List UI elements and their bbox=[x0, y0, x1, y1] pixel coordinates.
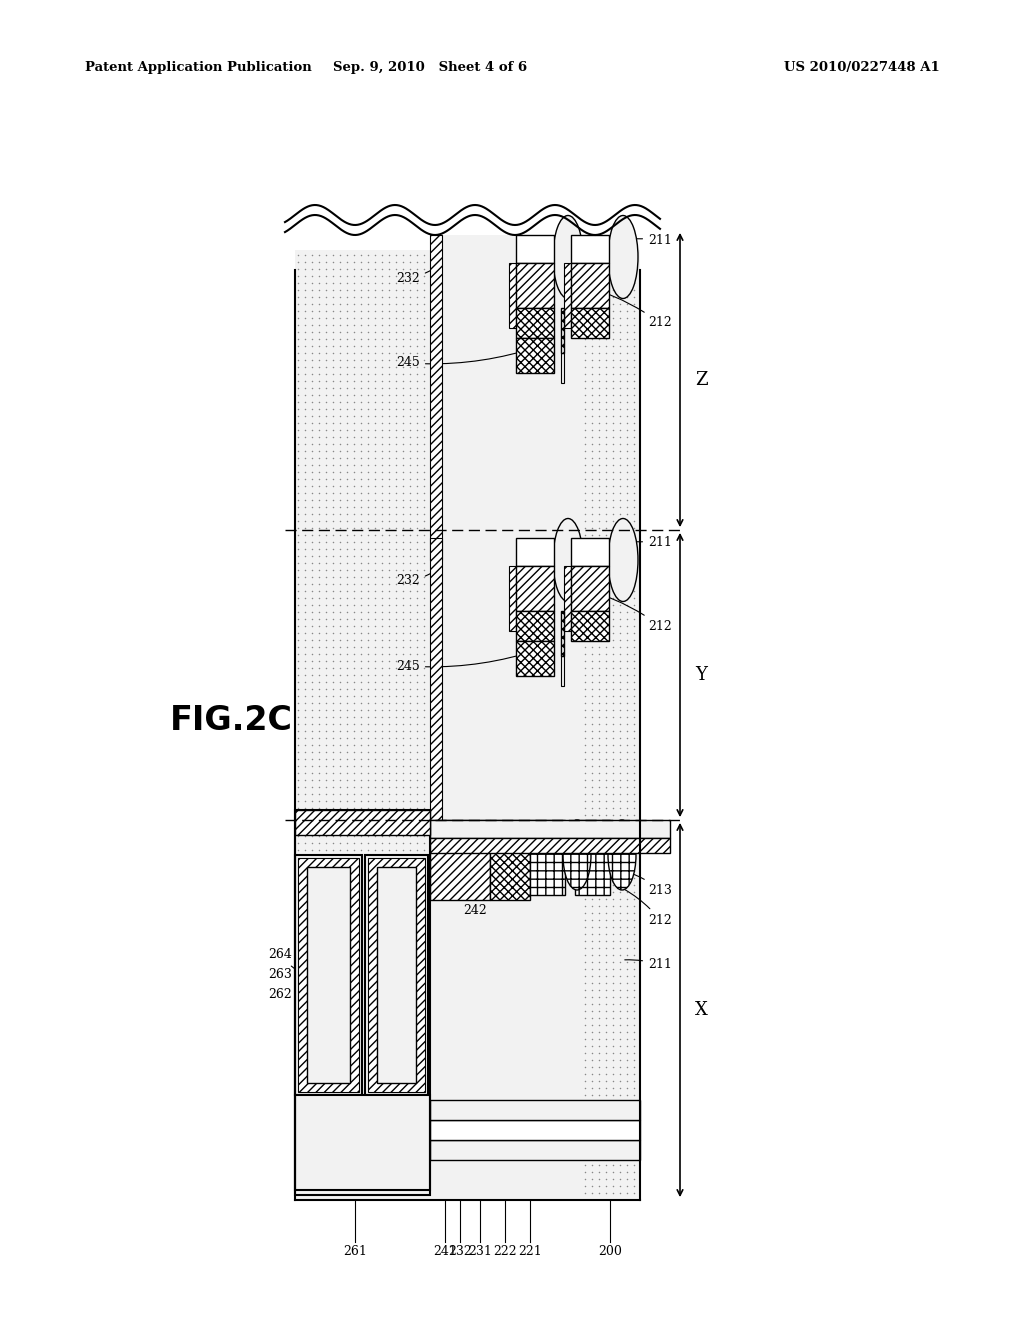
Bar bbox=[295, 1096, 430, 1195]
Text: 211: 211 bbox=[583, 234, 672, 247]
Bar bbox=[571, 539, 609, 566]
Text: 221: 221 bbox=[518, 1245, 542, 1258]
Bar bbox=[295, 810, 430, 836]
Bar bbox=[365, 855, 428, 1096]
Bar bbox=[430, 820, 490, 900]
Text: Z: Z bbox=[695, 371, 708, 389]
Text: 245: 245 bbox=[396, 347, 538, 370]
Bar bbox=[430, 1119, 640, 1140]
Bar bbox=[509, 566, 516, 631]
Bar bbox=[561, 611, 564, 656]
Bar bbox=[516, 566, 554, 611]
Text: 232: 232 bbox=[396, 269, 432, 285]
Bar bbox=[554, 539, 579, 572]
Text: 200: 200 bbox=[598, 1245, 622, 1258]
Text: 211: 211 bbox=[625, 838, 672, 851]
Bar bbox=[430, 1100, 640, 1119]
Text: 211: 211 bbox=[625, 958, 672, 972]
Text: 245: 245 bbox=[396, 649, 538, 672]
Text: 232: 232 bbox=[396, 573, 432, 587]
Text: 211: 211 bbox=[583, 536, 672, 549]
Text: 241: 241 bbox=[433, 1245, 457, 1258]
Bar bbox=[430, 235, 580, 1200]
Text: 232: 232 bbox=[449, 1245, 472, 1258]
Ellipse shape bbox=[563, 820, 591, 890]
Bar bbox=[295, 810, 430, 1191]
Text: 212: 212 bbox=[625, 890, 672, 927]
Text: 261: 261 bbox=[343, 1245, 367, 1258]
Bar bbox=[516, 308, 554, 338]
Text: 265h: 265h bbox=[374, 939, 406, 973]
Bar bbox=[516, 235, 554, 263]
Text: Y: Y bbox=[695, 667, 707, 684]
Bar bbox=[516, 611, 554, 642]
Text: 231: 231 bbox=[468, 1245, 492, 1258]
Bar bbox=[298, 858, 359, 1092]
Text: 213: 213 bbox=[625, 871, 672, 896]
Ellipse shape bbox=[553, 215, 583, 298]
Bar bbox=[295, 855, 362, 1096]
Text: US 2010/0227448 A1: US 2010/0227448 A1 bbox=[784, 62, 940, 74]
Bar bbox=[430, 235, 442, 560]
Bar bbox=[430, 838, 670, 853]
Bar bbox=[554, 235, 579, 268]
Text: FIG.2C: FIG.2C bbox=[170, 704, 293, 737]
Bar bbox=[430, 539, 442, 850]
Text: 222: 222 bbox=[494, 1245, 517, 1258]
Bar bbox=[377, 867, 416, 1082]
Ellipse shape bbox=[608, 215, 638, 298]
Bar bbox=[564, 263, 571, 327]
Text: 262: 262 bbox=[268, 989, 310, 1002]
Text: X: X bbox=[695, 1001, 708, 1019]
Bar bbox=[571, 263, 609, 308]
Text: 212: 212 bbox=[583, 285, 672, 330]
Text: Patent Application Publication: Patent Application Publication bbox=[85, 62, 311, 74]
Bar bbox=[609, 235, 634, 268]
Text: Sep. 9, 2010   Sheet 4 of 6: Sep. 9, 2010 Sheet 4 of 6 bbox=[333, 62, 527, 74]
Bar bbox=[571, 611, 609, 642]
Bar bbox=[430, 820, 670, 838]
Bar bbox=[516, 539, 554, 566]
Bar bbox=[516, 642, 554, 676]
Text: 242: 242 bbox=[463, 867, 495, 916]
Bar bbox=[561, 352, 564, 383]
Bar bbox=[307, 867, 350, 1082]
Bar bbox=[490, 820, 530, 900]
Bar bbox=[295, 249, 640, 1200]
Text: 263: 263 bbox=[268, 969, 306, 985]
Ellipse shape bbox=[608, 519, 638, 602]
Bar bbox=[575, 820, 610, 895]
Bar bbox=[571, 566, 609, 611]
Bar bbox=[609, 539, 634, 572]
Bar bbox=[368, 858, 425, 1092]
Bar bbox=[516, 338, 554, 374]
Bar bbox=[561, 308, 564, 352]
Bar bbox=[571, 308, 609, 338]
Bar bbox=[509, 263, 516, 327]
Bar bbox=[516, 263, 554, 308]
Ellipse shape bbox=[608, 820, 636, 890]
Bar bbox=[564, 566, 571, 631]
Bar bbox=[571, 235, 609, 263]
Ellipse shape bbox=[553, 519, 583, 602]
Bar bbox=[561, 656, 564, 686]
Bar bbox=[430, 1140, 640, 1160]
Text: 212: 212 bbox=[583, 589, 672, 632]
Bar bbox=[530, 820, 565, 895]
Text: 264: 264 bbox=[268, 949, 302, 974]
